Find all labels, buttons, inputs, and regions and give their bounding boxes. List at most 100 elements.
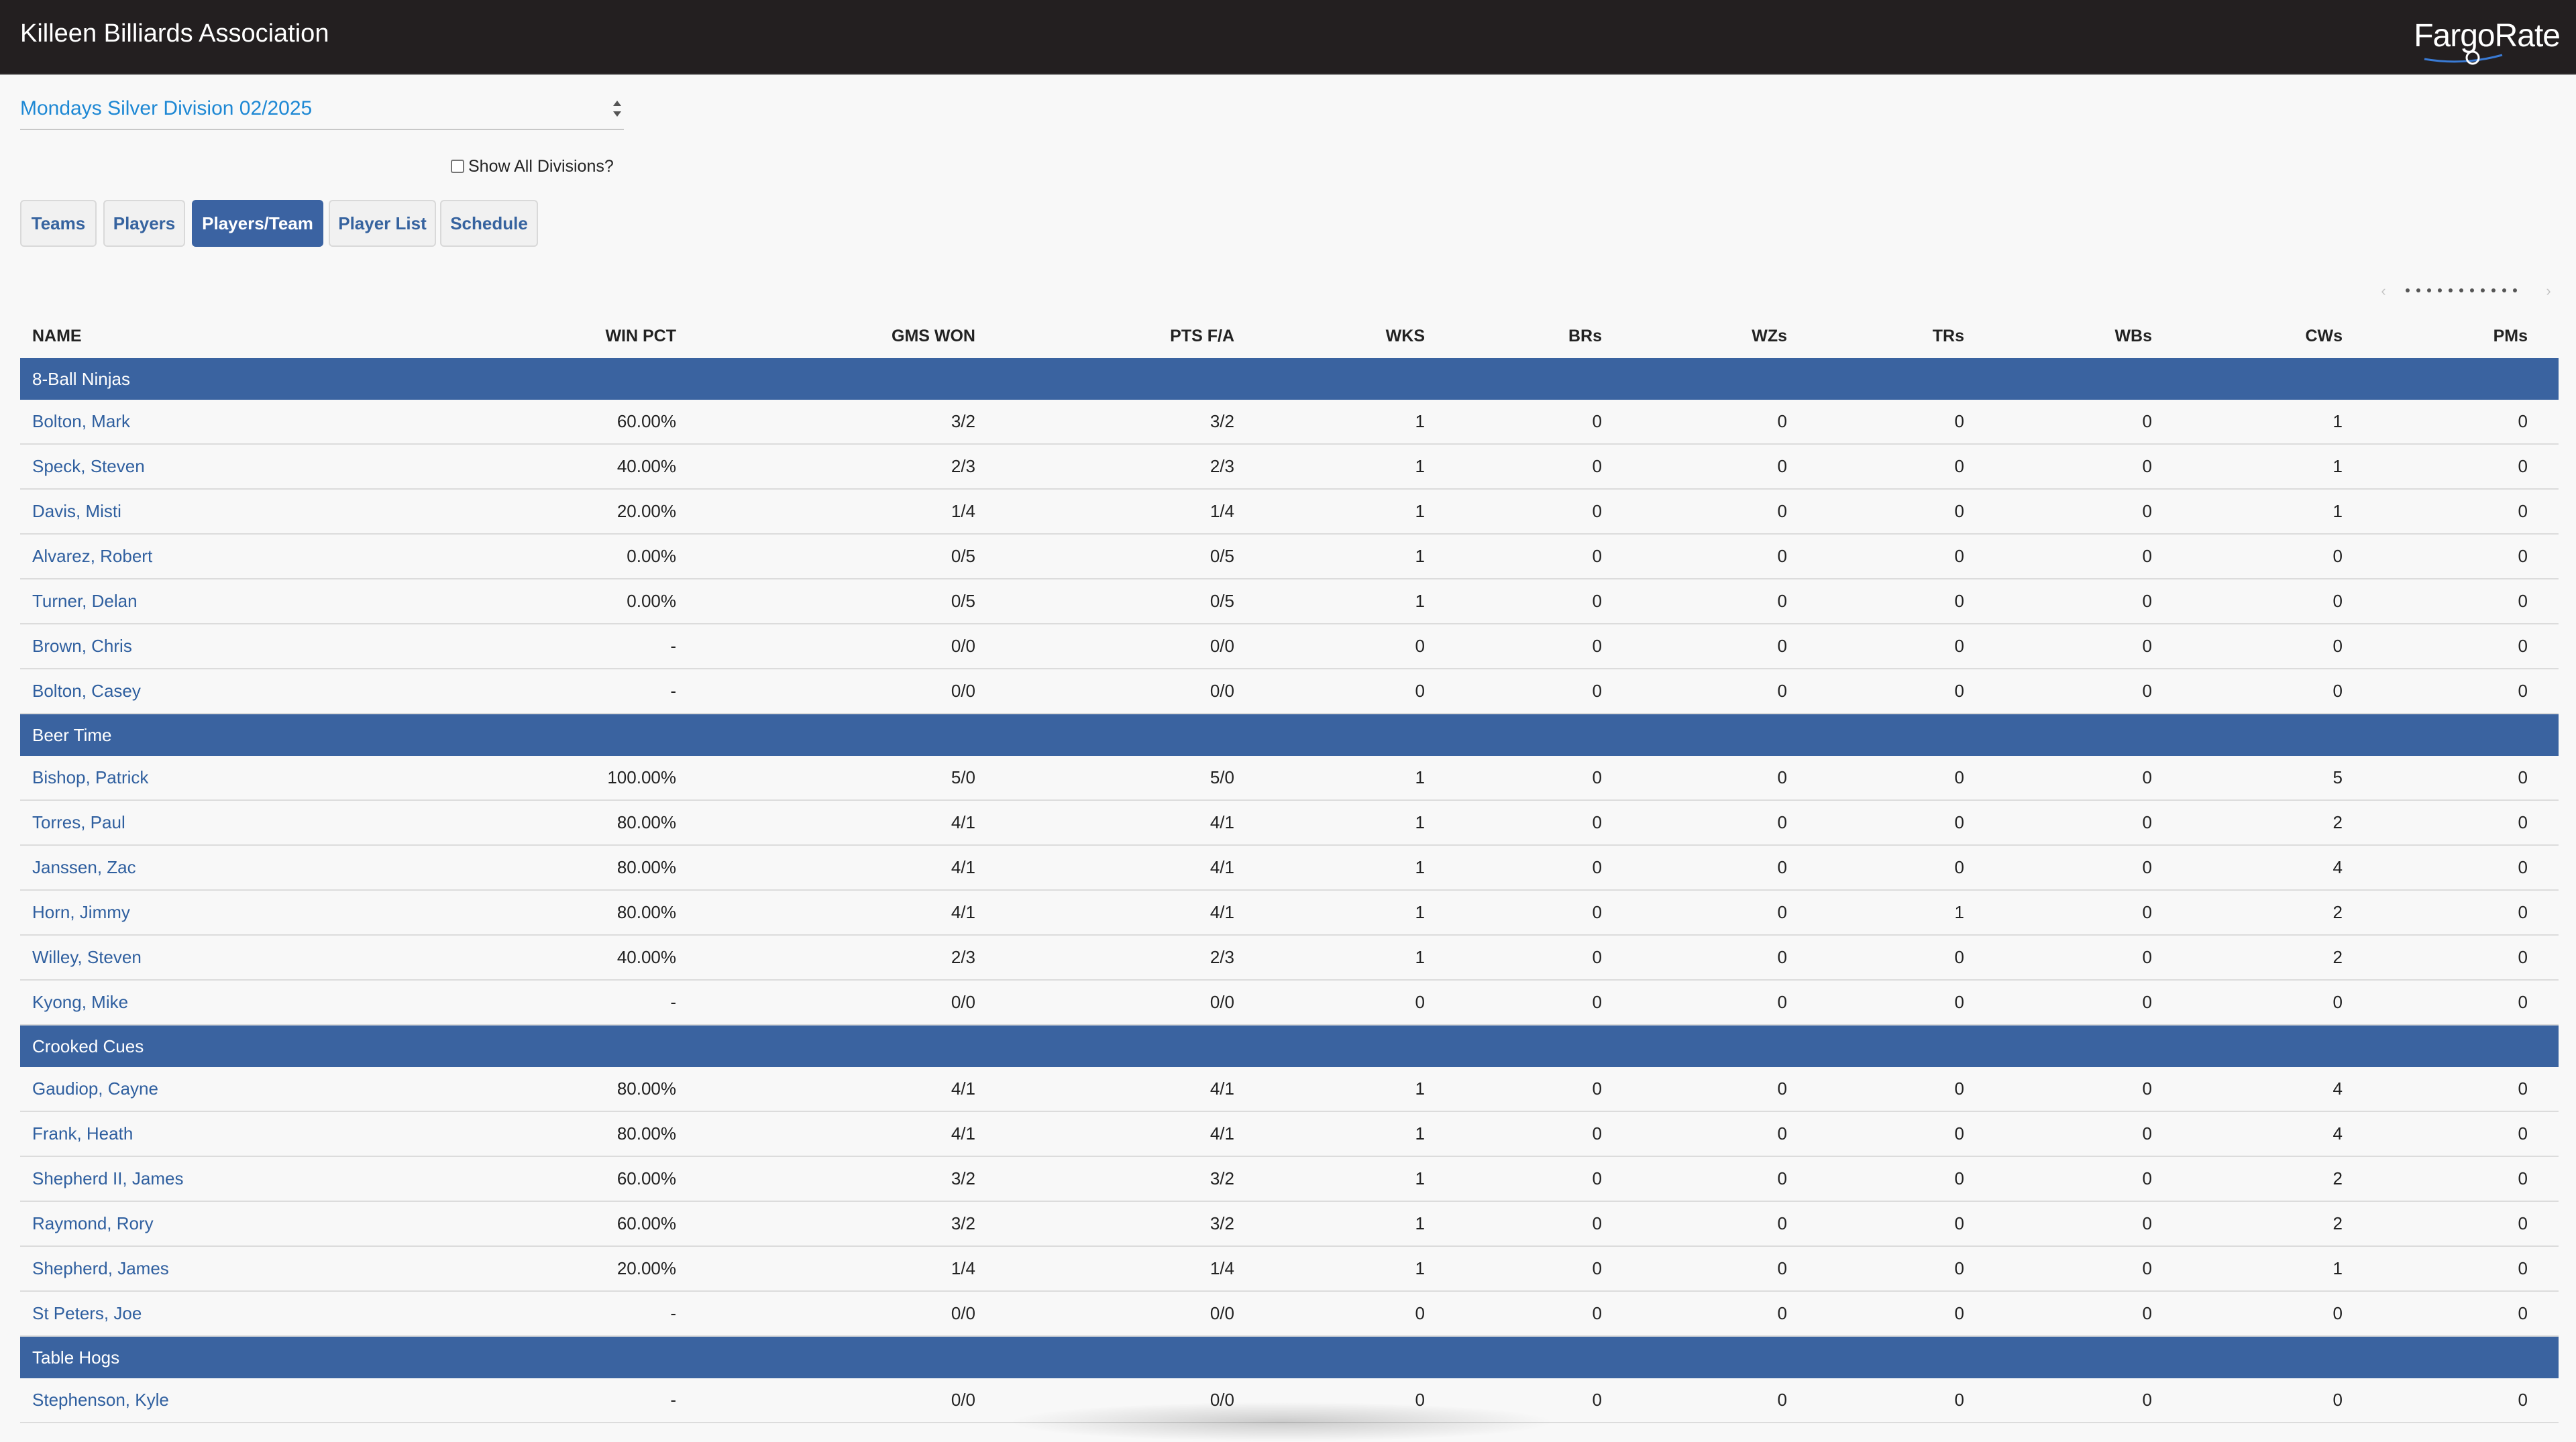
col-pms-value: 0 (2518, 1390, 2528, 1410)
col-win-pct-value: 20.00% (616, 501, 676, 521)
show-all-checkbox[interactable] (451, 160, 464, 173)
pager-dot[interactable] (2502, 288, 2506, 292)
player-name-link[interactable]: Turner, Delan (32, 591, 138, 611)
pager-dot[interactable] (2438, 288, 2442, 292)
fargorate-logo[interactable]: FargoRate (2414, 13, 2561, 65)
table-row: Bolton, Mark 60.00% 3/2 3/2 1 0 0 0 0 1 0 (20, 400, 2559, 445)
col-trs-value: 0 (1954, 591, 1964, 611)
col-win-pct-value: - (670, 681, 676, 701)
col-pms-value: 0 (2518, 1303, 2528, 1323)
col-wks-value: 1 (1415, 947, 1425, 967)
col-cws-value: 4 (2332, 1078, 2343, 1099)
col-trs-value: 0 (1954, 1390, 1964, 1410)
table-row: Torres, Paul 80.00% 4/1 4/1 1 0 0 0 0 2 0 (20, 801, 2559, 846)
pager-dot[interactable] (2449, 288, 2453, 292)
player-name-link[interactable]: Frank, Heath (32, 1123, 133, 1144)
col-win-pct-value: 100.00% (607, 767, 676, 787)
col-gms-won-value: 1/4 (951, 1258, 975, 1278)
col-pms-value: 0 (2518, 992, 2528, 1012)
col-gms-won-value: 0/0 (951, 1303, 975, 1323)
table-row: St Peters, Joe - 0/0 0/0 0 0 0 0 0 0 0 (20, 1292, 2559, 1337)
col-wks-value: 1 (1415, 1213, 1425, 1233)
col-wzs-value: 0 (1777, 1168, 1787, 1188)
header-col-name[interactable]: NAME (32, 327, 82, 345)
col-brs-value: 0 (1592, 767, 1602, 787)
player-name-link[interactable]: Shepherd, James (32, 1258, 169, 1278)
division-select[interactable]: Mondays Silver Division 02/2025 (20, 90, 624, 130)
header-col-wzs[interactable]: WZs (1752, 327, 1787, 345)
tab-players-team[interactable]: Players/Team (192, 200, 323, 247)
scroll-pager[interactable]: ‹ › (2373, 278, 2559, 304)
pager-dot[interactable] (2427, 288, 2431, 292)
col-wbs-value: 0 (2142, 1168, 2152, 1188)
player-name-link[interactable]: Alvarez, Robert (32, 546, 153, 566)
header-col-gms-won[interactable]: GMS WON (892, 327, 975, 345)
table-row: Davis, Misti 20.00% 1/4 1/4 1 0 0 0 0 1 0 (20, 490, 2559, 535)
tab-schedule[interactable]: Schedule (440, 200, 538, 247)
header-col-trs[interactable]: TRs (1932, 327, 1964, 345)
tab-players[interactable]: Players (103, 200, 185, 247)
player-name-link[interactable]: St Peters, Joe (32, 1303, 142, 1323)
col-gms-won-value: 4/1 (951, 1078, 975, 1099)
header-col-wbs[interactable]: WBs (2114, 327, 2152, 345)
header-col-cws[interactable]: CWs (2305, 327, 2343, 345)
show-all-divisions[interactable]: Show All Divisions? (451, 154, 614, 178)
pager-dot[interactable] (2459, 288, 2463, 292)
player-name-link[interactable]: Shepherd II, James (32, 1168, 184, 1188)
col-pts-fa-value: 3/2 (1210, 1213, 1234, 1233)
col-wzs-value: 0 (1777, 857, 1787, 877)
header-col-wks[interactable]: WKS (1385, 327, 1425, 345)
pager-dot[interactable] (2481, 288, 2485, 292)
col-brs-value: 0 (1592, 1123, 1602, 1144)
header-col-pms[interactable]: PMs (2493, 327, 2528, 345)
col-wbs-value: 0 (2142, 857, 2152, 877)
player-name-link[interactable]: Willey, Steven (32, 947, 142, 967)
chevron-left-icon[interactable]: ‹ (2381, 282, 2386, 299)
col-gms-won-value: 0/0 (951, 636, 975, 656)
col-cws-value: 2 (2332, 947, 2343, 967)
pager-dot[interactable] (2416, 288, 2420, 292)
team-name: Beer Time (32, 725, 112, 745)
player-name-link[interactable]: Brown, Chris (32, 636, 132, 656)
col-brs-value: 0 (1592, 411, 1602, 431)
col-wzs-value: 0 (1777, 812, 1787, 832)
player-name-link[interactable]: Kyong, Mike (32, 992, 129, 1012)
header-col-pts-fa[interactable]: PTS F/A (1170, 327, 1234, 345)
chevron-right-icon[interactable]: › (2546, 282, 2551, 299)
player-name-link[interactable]: Bishop, Patrick (32, 767, 149, 787)
col-pms-value: 0 (2518, 812, 2528, 832)
col-cws-value: 2 (2332, 812, 2343, 832)
player-name-link[interactable]: Bolton, Mark (32, 411, 130, 431)
player-name-link[interactable]: Raymond, Rory (32, 1213, 154, 1233)
col-wbs-value: 0 (2142, 636, 2152, 656)
player-name-link[interactable]: Bolton, Casey (32, 681, 141, 701)
player-name-link[interactable]: Gaudiop, Cayne (32, 1078, 158, 1099)
player-name-link[interactable]: Janssen, Zac (32, 857, 136, 877)
col-brs-value: 0 (1592, 636, 1602, 656)
header-col-brs[interactable]: BRs (1568, 327, 1602, 345)
player-name-link[interactable]: Davis, Misti (32, 501, 121, 521)
player-name-link[interactable]: Torres, Paul (32, 812, 125, 832)
tab-teams[interactable]: Teams (20, 200, 97, 247)
col-win-pct-value: 80.00% (616, 857, 676, 877)
player-name-link[interactable]: Horn, Jimmy (32, 902, 130, 922)
header-col-win-pct[interactable]: WIN PCT (605, 327, 676, 345)
pager-dot[interactable] (2513, 288, 2517, 292)
pager-dot[interactable] (2491, 288, 2496, 292)
pager-dot[interactable] (2470, 288, 2474, 292)
col-wbs-value: 0 (2142, 1258, 2152, 1278)
tab-player-list[interactable]: Player List (329, 200, 436, 247)
col-cws-value: 4 (2332, 857, 2343, 877)
col-wbs-value: 0 (2142, 1390, 2152, 1410)
col-wks-value: 1 (1415, 1168, 1425, 1188)
col-brs-value: 0 (1592, 546, 1602, 566)
player-name-link[interactable]: Speck, Steven (32, 456, 145, 476)
col-trs-value: 0 (1954, 947, 1964, 967)
player-name-link[interactable]: Stephenson, Kyle (32, 1390, 169, 1410)
pager-dot[interactable] (2406, 288, 2410, 292)
table-row: Speck, Steven 40.00% 2/3 2/3 1 0 0 0 0 1 0 (20, 445, 2559, 490)
col-win-pct-value: 60.00% (616, 411, 676, 431)
col-pts-fa-value: 0/0 (1210, 636, 1234, 656)
col-cws-value: 1 (2332, 1258, 2343, 1278)
col-wks-value: 1 (1415, 1123, 1425, 1144)
